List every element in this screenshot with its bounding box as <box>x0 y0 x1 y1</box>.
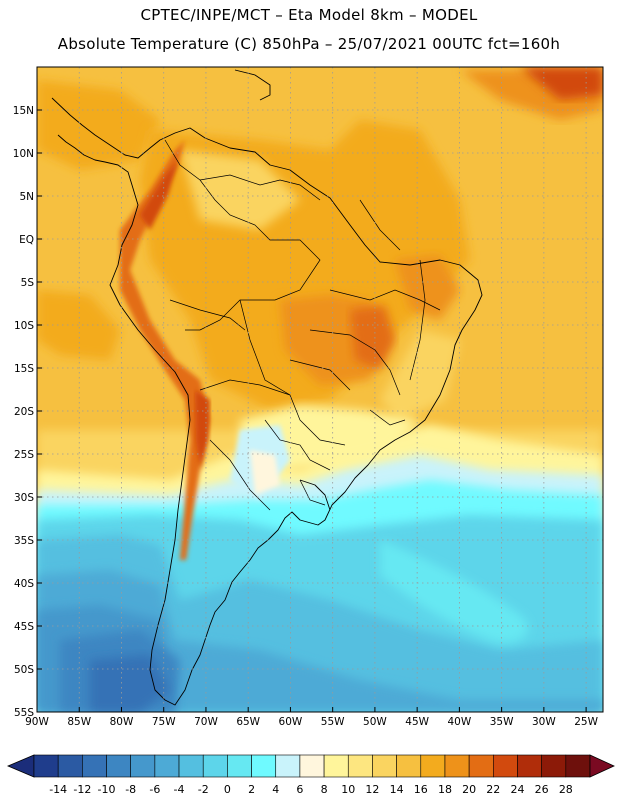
colorbar-box <box>154 754 180 778</box>
lon-tick-label: 50W <box>363 716 387 728</box>
colorbar-tick-label: 26 <box>535 783 549 796</box>
map-title-line2: Absolute Temperature (C) 850hPa – 25/07/… <box>57 35 561 53</box>
lat-tick-label: 5S <box>21 277 35 289</box>
lon-tick-label: 90W <box>25 716 49 728</box>
lon-tick-label: 75W <box>152 716 176 728</box>
lon-tick-label: 35W <box>490 716 514 728</box>
colorbar-box <box>106 754 131 778</box>
lon-tick-label: 40W <box>448 716 472 728</box>
lat-tick-label: 40S <box>14 578 34 590</box>
colorbar-box <box>420 754 446 778</box>
lat-tick-label: 55S <box>14 707 34 719</box>
colorbar-box <box>347 754 373 778</box>
colorbar-tick-label: -6 <box>149 783 160 796</box>
colorbar-box <box>299 754 325 778</box>
country-borders <box>164 139 441 511</box>
colorbar-tick-label: -10 <box>98 783 116 796</box>
lon-tick-label: 60W <box>279 716 303 728</box>
lon-tick-label: 55W <box>321 716 345 728</box>
colorbar-box <box>57 754 83 778</box>
colorbar-box <box>82 754 107 778</box>
colorbar-tick-label: -8 <box>125 783 136 796</box>
colorbar-box <box>251 754 277 778</box>
lon-tick-label: 70W <box>194 716 218 728</box>
lon-tick-label: 25W <box>574 716 598 728</box>
colorbar-tick-label: -12 <box>73 783 91 796</box>
colorbar-box <box>493 754 518 778</box>
colorbar-box <box>565 754 591 778</box>
lat-tick-label: 45S <box>14 621 34 633</box>
map-title-line1: CPTEC/INPE/MCT – Eta Model 8km – MODEL <box>140 6 478 24</box>
colorbar-tick-label: -4 <box>174 783 185 796</box>
colorbar-tick-label: 28 <box>559 783 573 796</box>
lat-tick-label: 10S <box>14 320 34 332</box>
colorbar-box <box>468 754 494 778</box>
colorbar: -14 -12 -10 -8 -6 -4 -2 0 2 4 6 8 10 12 14 16 18 20 22 24 26… <box>6 754 615 796</box>
colorbar-tick-label: 12 <box>365 783 379 796</box>
colorbar-tick-label: 10 <box>341 783 355 796</box>
lat-tick-label: 5N <box>19 191 34 203</box>
map-frame <box>36 66 604 713</box>
colorbar-box <box>541 754 567 778</box>
axes: 15N 10N 5N EQ 5S 10S 15S 20S 25S 30S 35S 40S 45S 50S 5… <box>13 105 599 728</box>
colorbar-under-arrow <box>6 754 35 778</box>
lon-tick-label: 30W <box>532 716 556 728</box>
lon-tick-label: 65W <box>236 716 260 728</box>
colorbar-box <box>202 754 228 778</box>
colorbar-box <box>33 754 59 778</box>
lat-tick-label: 50S <box>14 664 34 676</box>
colorbar-box <box>444 754 470 778</box>
temperature-field <box>37 67 603 712</box>
colorbar-tick-label: 6 <box>296 783 303 796</box>
lon-tick-label: 80W <box>110 716 134 728</box>
colorbar-tick-label: -14 <box>49 783 67 796</box>
colorbar-tick-label: 2 <box>248 783 255 796</box>
lat-tick-label: 30S <box>14 492 34 504</box>
colorbar-tick-label: 18 <box>438 783 452 796</box>
colorbar-tick-label: 14 <box>390 783 404 796</box>
lat-tick-label: 10N <box>13 148 34 160</box>
lat-tick-label: 20S <box>14 406 34 418</box>
colorbar-box <box>130 754 156 778</box>
lat-tick-label: EQ <box>19 234 34 246</box>
colorbar-tick-label: -2 <box>198 783 209 796</box>
colorbar-tick-label: 4 <box>272 783 279 796</box>
lat-tick-label: 25S <box>14 449 34 461</box>
lat-tick-label: 35S <box>14 535 34 547</box>
lat-tick-label: 15S <box>14 363 34 375</box>
colorbar-tick-label: 22 <box>486 783 500 796</box>
lon-tick-label: 85W <box>67 716 91 728</box>
colorbar-box <box>396 754 422 778</box>
colorbar-tick-label: 16 <box>414 783 428 796</box>
colorbar-tick-label: 24 <box>510 783 524 796</box>
lon-tick-label: 45W <box>405 716 429 728</box>
colorbar-tick-label: 20 <box>462 783 476 796</box>
colorbar-tick-label: 0 <box>224 783 231 796</box>
colorbar-box <box>372 754 397 778</box>
colorbar-box <box>517 754 542 778</box>
colorbar-over-arrow <box>589 754 615 778</box>
colorbar-box <box>227 754 252 778</box>
colorbar-box <box>275 754 301 778</box>
colorbar-tick-label: 8 <box>321 783 328 796</box>
colorbar-box <box>178 754 204 778</box>
colorbar-box <box>323 754 349 778</box>
lat-tick-label: 15N <box>13 105 34 117</box>
